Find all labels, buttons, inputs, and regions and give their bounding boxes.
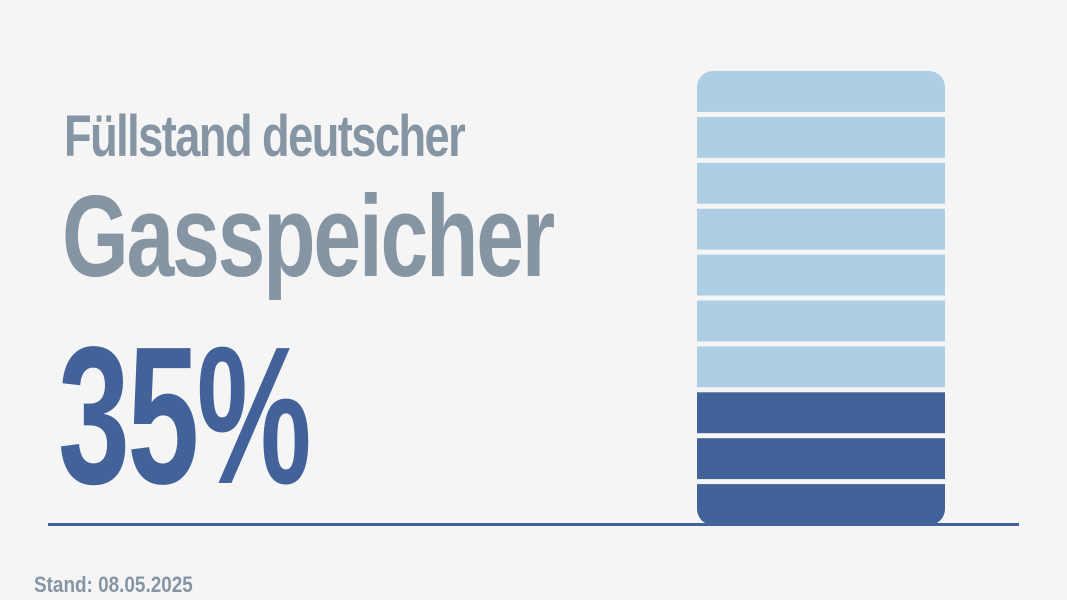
headline-line-2: Gasspeicher — [62, 171, 555, 301]
tank-segment-empty — [697, 208, 945, 250]
tank-segment-filled — [697, 484, 945, 525]
tank-segment-empty — [697, 346, 945, 388]
tank-segment-empty — [697, 300, 945, 342]
date-footnote: Stand: 08.05.2025 — [34, 572, 193, 597]
tank-segment-empty — [697, 71, 945, 112]
tank-segment-empty — [697, 162, 945, 204]
baseline-divider — [48, 523, 1019, 526]
tank-segment-empty — [697, 116, 945, 158]
tank-segment-empty — [697, 254, 945, 296]
tank-segment-filled — [697, 438, 945, 480]
headline-line-1: Füllstand deutscher — [64, 104, 466, 169]
fill-level-value: 35% — [58, 306, 312, 525]
tank-segment-filled — [697, 392, 945, 434]
